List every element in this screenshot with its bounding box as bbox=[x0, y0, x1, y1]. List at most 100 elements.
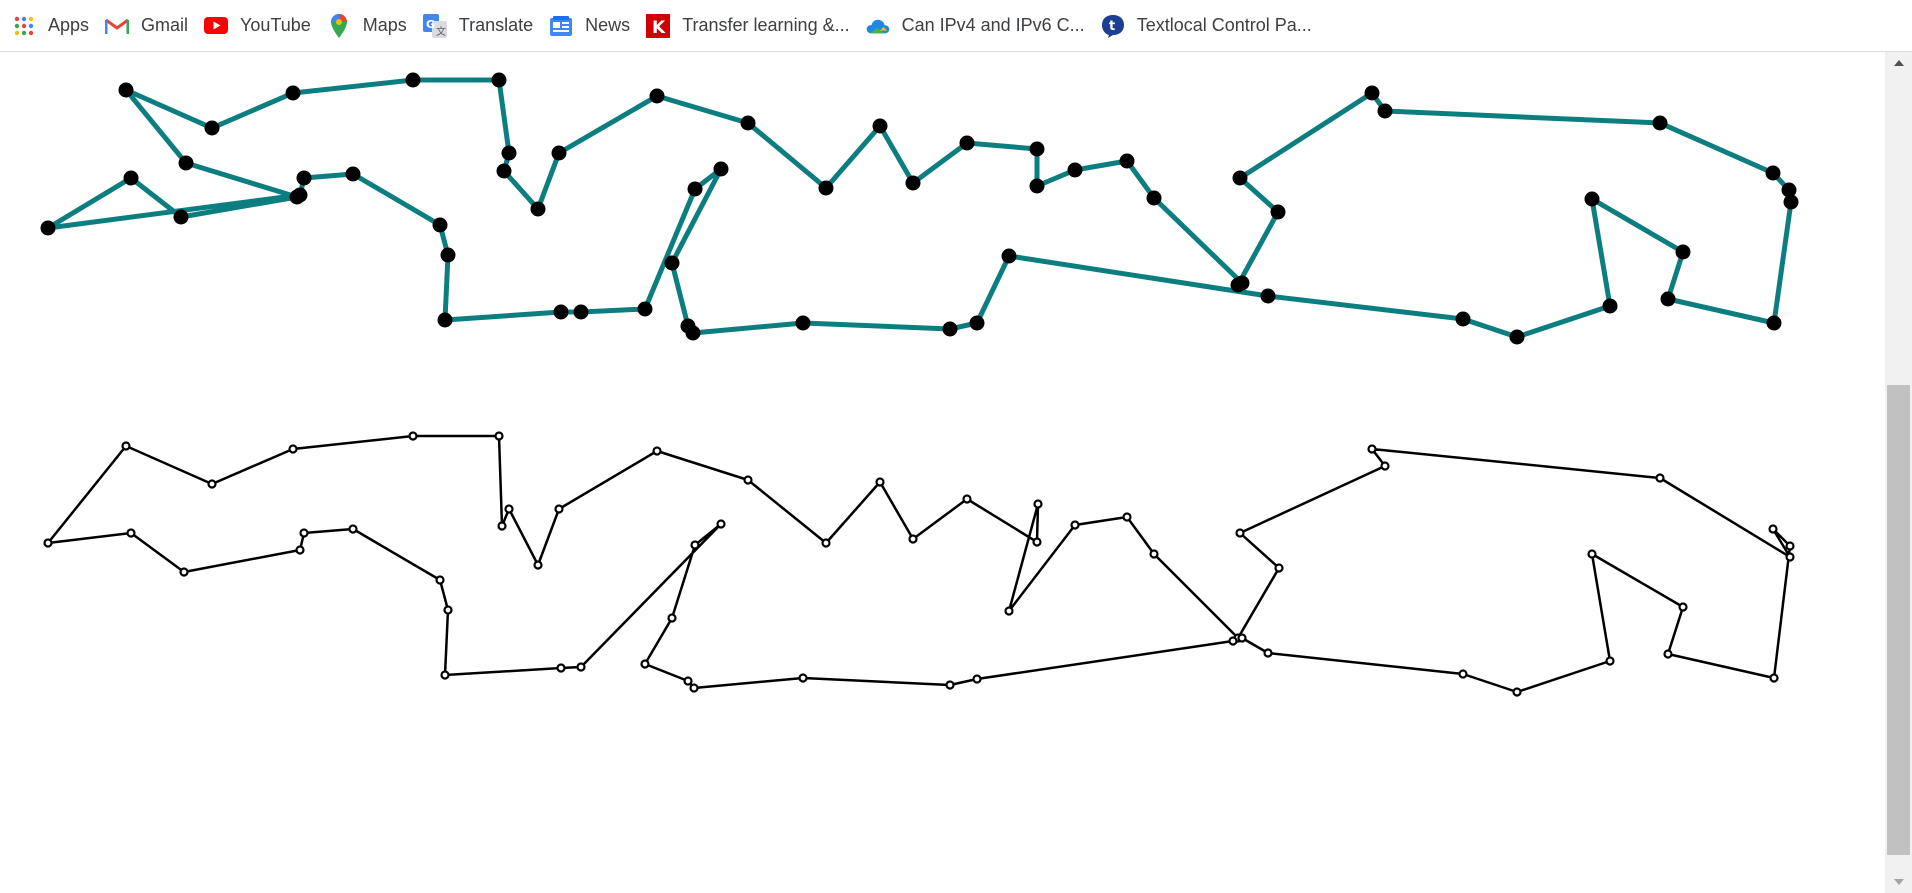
route-node bbox=[680, 318, 696, 334]
route-node bbox=[1652, 115, 1668, 131]
route-node bbox=[496, 163, 512, 179]
route-node bbox=[1029, 141, 1045, 157]
route-node bbox=[1785, 541, 1795, 551]
route-node bbox=[1769, 673, 1779, 683]
bookmark-textlocal[interactable]: t Textlocal Control Pa... bbox=[1101, 9, 1322, 43]
route-node bbox=[1067, 162, 1083, 178]
route-node bbox=[296, 170, 312, 186]
route-node bbox=[1458, 669, 1468, 679]
textlocal-icon: t bbox=[1101, 14, 1125, 38]
bookmark-youtube[interactable]: YouTube bbox=[204, 9, 321, 43]
maps-pin-icon bbox=[327, 13, 351, 38]
scrollbar-thumb[interactable] bbox=[1887, 384, 1910, 856]
route-node bbox=[126, 528, 136, 538]
route-node bbox=[551, 145, 567, 161]
apps-grid-icon bbox=[12, 14, 36, 38]
route-node bbox=[1655, 473, 1665, 483]
route-node bbox=[556, 663, 566, 673]
route-node bbox=[689, 683, 699, 693]
route-node bbox=[497, 521, 507, 531]
route-node bbox=[1270, 204, 1286, 220]
route-node bbox=[576, 662, 586, 672]
route-node bbox=[637, 301, 653, 317]
route-node bbox=[652, 446, 662, 456]
route-node bbox=[1004, 606, 1014, 616]
bookmark-apps[interactable]: Apps bbox=[12, 9, 99, 43]
route-node bbox=[121, 441, 131, 451]
scroll-down-arrow-icon[interactable] bbox=[1885, 871, 1912, 893]
route-node bbox=[1119, 153, 1135, 169]
translate-icon: G 文 bbox=[422, 13, 447, 38]
bookmark-label: Maps bbox=[362, 15, 407, 35]
route-node bbox=[1455, 311, 1471, 327]
route-node bbox=[713, 161, 729, 177]
route-node bbox=[743, 475, 753, 485]
route-node bbox=[288, 444, 298, 454]
route-node bbox=[687, 181, 703, 197]
page-content bbox=[0, 52, 1885, 893]
route-node bbox=[501, 145, 517, 161]
route-node bbox=[795, 315, 811, 331]
route-node bbox=[405, 72, 421, 88]
route-node bbox=[1228, 636, 1238, 646]
bookmark-maps[interactable]: Maps bbox=[327, 9, 417, 43]
route-node bbox=[530, 201, 546, 217]
bookmark-label: Can IPv4 and IPv6 C... bbox=[901, 15, 1085, 35]
route-node bbox=[875, 477, 885, 487]
scroll-up-arrow-icon[interactable] bbox=[1885, 52, 1912, 74]
route-node bbox=[1033, 499, 1043, 509]
route-node bbox=[1029, 178, 1045, 194]
route-node bbox=[553, 304, 569, 320]
route-node bbox=[179, 567, 189, 577]
route-node bbox=[740, 115, 756, 131]
route-node bbox=[491, 72, 507, 88]
route-node bbox=[1232, 170, 1248, 186]
bookmark-gmail[interactable]: Gmail bbox=[105, 9, 198, 43]
route-node bbox=[905, 175, 921, 191]
route-node bbox=[716, 519, 726, 529]
route-node bbox=[908, 534, 918, 544]
route-node bbox=[1367, 444, 1377, 454]
route-node bbox=[573, 304, 589, 320]
route-node bbox=[1122, 512, 1132, 522]
route-node bbox=[1235, 528, 1245, 538]
svg-text:K: K bbox=[652, 18, 666, 38]
route-node bbox=[1364, 85, 1380, 101]
vertical-scrollbar[interactable] bbox=[1885, 52, 1912, 893]
route-node bbox=[408, 431, 418, 441]
svg-text:文: 文 bbox=[436, 25, 446, 38]
route-node bbox=[818, 180, 834, 196]
route-node bbox=[1678, 602, 1688, 612]
route-node bbox=[494, 431, 504, 441]
bookmark-label: Transfer learning &... bbox=[682, 15, 850, 35]
route-node bbox=[1263, 648, 1273, 658]
bookmark-news[interactable]: News bbox=[549, 9, 640, 43]
bookmark-transfer-learning[interactable]: K Transfer learning &... bbox=[646, 9, 859, 43]
bookmark-ipv4-ipv6[interactable]: Can IPv4 and IPv6 C... bbox=[866, 9, 1095, 43]
route-node bbox=[40, 220, 56, 236]
route-node bbox=[821, 538, 831, 548]
bookmark-label: Translate bbox=[458, 15, 534, 35]
route-node bbox=[1274, 563, 1284, 573]
route-node bbox=[872, 118, 888, 134]
route-node bbox=[959, 135, 975, 151]
route-node bbox=[299, 528, 309, 538]
route-node bbox=[178, 155, 194, 171]
route-node bbox=[1785, 552, 1795, 562]
route-node bbox=[1605, 656, 1615, 666]
gmail-icon bbox=[105, 14, 130, 38]
route-node bbox=[1230, 277, 1246, 293]
bookmark-translate[interactable]: G 文 Translate bbox=[422, 9, 543, 43]
route-path bbox=[47, 434, 1792, 694]
route-node bbox=[437, 312, 453, 328]
route-node bbox=[204, 120, 220, 136]
route-node bbox=[1509, 329, 1525, 345]
route-node bbox=[440, 670, 450, 680]
route-node bbox=[348, 524, 358, 534]
bookmarks-bar: Apps Gmail YouTube bbox=[0, 0, 1912, 52]
svg-text:t: t bbox=[1109, 19, 1115, 34]
route-node bbox=[1602, 298, 1618, 314]
route-node bbox=[683, 676, 693, 686]
route-node bbox=[1765, 165, 1781, 181]
route-node bbox=[945, 680, 955, 690]
